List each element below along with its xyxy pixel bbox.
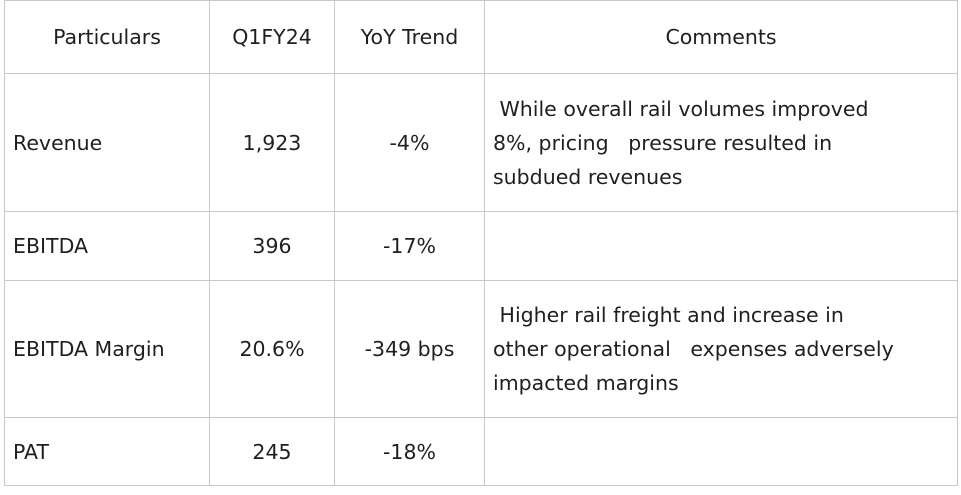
row-q1fy24-value: 20.6% — [209, 280, 335, 418]
table-row: Revenue 1,923 -4% While overall rail vol… — [4, 73, 958, 212]
row-yoy-value: -17% — [334, 211, 485, 281]
row-comment: While overall rail volumes improved 8%, … — [484, 73, 958, 212]
row-particular: PAT — [4, 417, 210, 486]
financial-results-table: Particulars Q1FY24 YoY Trend Comments Re… — [4, 0, 958, 486]
row-yoy-value: -18% — [334, 417, 485, 486]
header-yoy-trend: YoY Trend — [334, 0, 485, 74]
row-q1fy24-value: 396 — [209, 211, 335, 281]
table-header-row: Particulars Q1FY24 YoY Trend Comments — [4, 0, 958, 74]
table-row: EBITDA 396 -17% — [4, 211, 958, 281]
table-row: EBITDA Margin 20.6% -349 bps Higher rail… — [4, 280, 958, 418]
row-comment: Higher rail freight and increase in othe… — [484, 280, 958, 418]
header-q1fy24: Q1FY24 — [209, 0, 335, 74]
row-q1fy24-value: 1,923 — [209, 73, 335, 212]
row-comment — [484, 417, 958, 486]
row-particular: EBITDA Margin — [4, 280, 210, 418]
header-comments: Comments — [484, 0, 958, 74]
row-particular: Revenue — [4, 73, 210, 212]
row-yoy-value: -349 bps — [334, 280, 485, 418]
row-yoy-value: -4% — [334, 73, 485, 212]
row-q1fy24-value: 245 — [209, 417, 335, 486]
table-row: PAT 245 -18% — [4, 417, 958, 486]
header-particulars: Particulars — [4, 0, 210, 74]
row-particular: EBITDA — [4, 211, 210, 281]
row-comment — [484, 211, 958, 281]
